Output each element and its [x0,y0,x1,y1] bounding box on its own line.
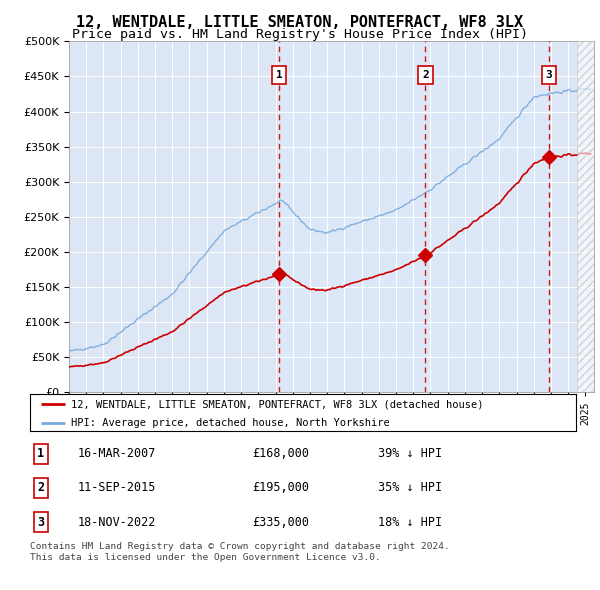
Text: HPI: Average price, detached house, North Yorkshire: HPI: Average price, detached house, Nort… [71,418,390,428]
Text: Contains HM Land Registry data © Crown copyright and database right 2024.
This d: Contains HM Land Registry data © Crown c… [30,542,450,562]
Text: 2: 2 [422,70,428,80]
Text: 16-MAR-2007: 16-MAR-2007 [78,447,157,460]
Text: £168,000: £168,000 [252,447,309,460]
Text: 12, WENTDALE, LITTLE SMEATON, PONTEFRACT, WF8 3LX: 12, WENTDALE, LITTLE SMEATON, PONTEFRACT… [76,15,524,30]
Text: 18-NOV-2022: 18-NOV-2022 [78,516,157,529]
Text: 35% ↓ HPI: 35% ↓ HPI [378,481,442,494]
Text: 11-SEP-2015: 11-SEP-2015 [78,481,157,494]
Text: 39% ↓ HPI: 39% ↓ HPI [378,447,442,460]
Text: 2: 2 [37,481,44,494]
Bar [425,41,549,392]
Text: 1: 1 [276,70,283,80]
Text: 12, WENTDALE, LITTLE SMEATON, PONTEFRACT, WF8 3LX (detached house): 12, WENTDALE, LITTLE SMEATON, PONTEFRACT… [71,399,484,409]
Text: £335,000: £335,000 [252,516,309,529]
Text: 18% ↓ HPI: 18% ↓ HPI [378,516,442,529]
Text: 3: 3 [37,516,44,529]
Bar [279,41,425,392]
Text: £195,000: £195,000 [252,481,309,494]
Text: 3: 3 [545,70,552,80]
Text: Price paid vs. HM Land Registry's House Price Index (HPI): Price paid vs. HM Land Registry's House … [72,28,528,41]
Text: 1: 1 [37,447,44,460]
